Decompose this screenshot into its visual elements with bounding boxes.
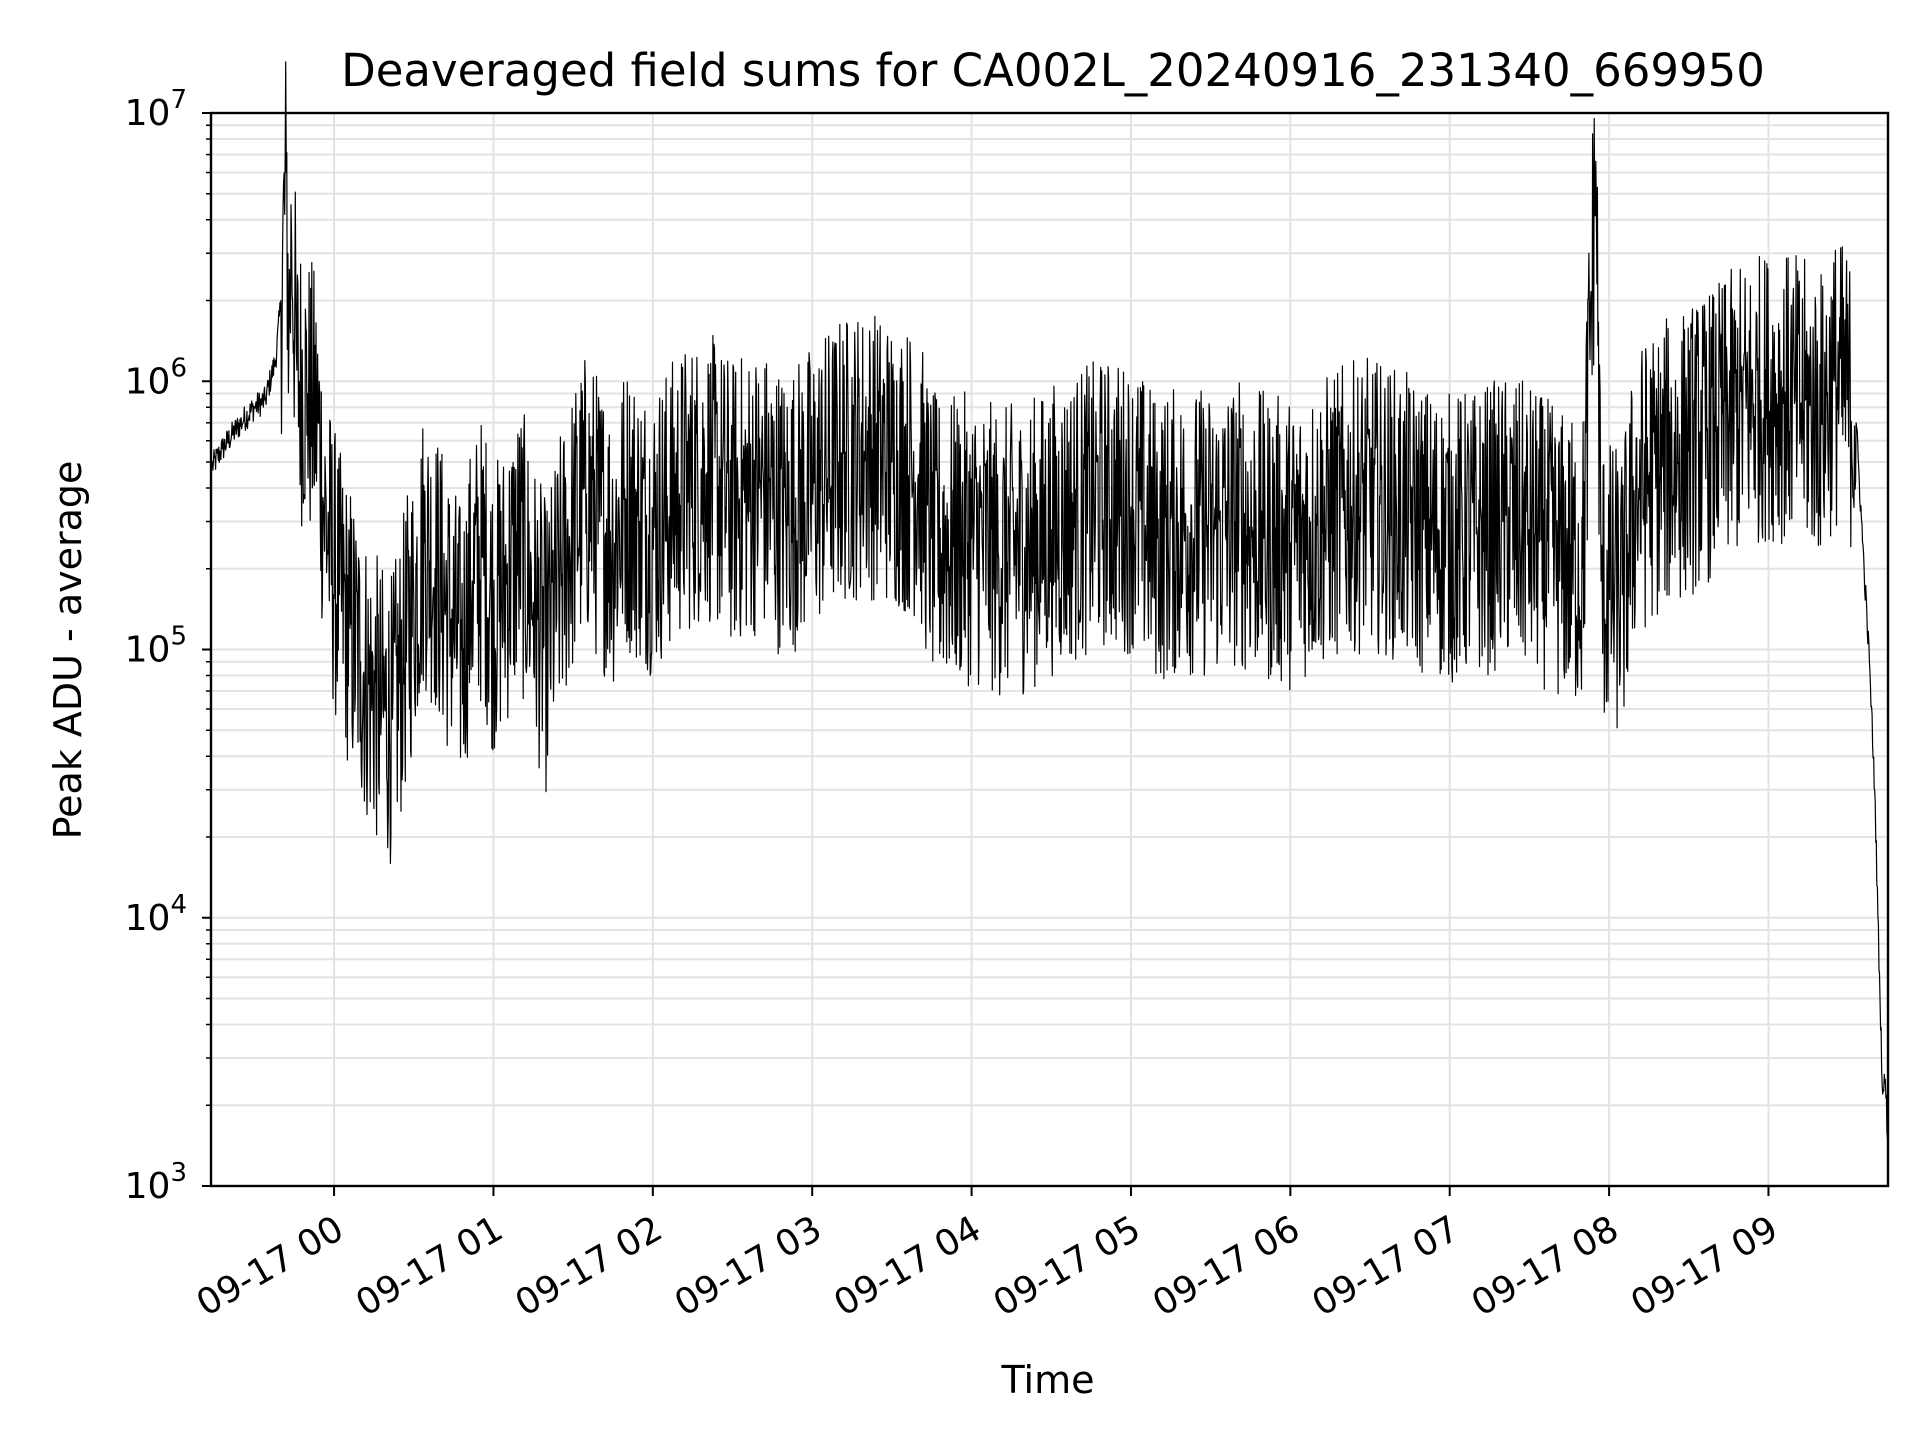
y-tick-label: 105 [125, 622, 187, 671]
y-axis-label: Peak ADU - average [46, 461, 90, 840]
y-tick-label: 103 [125, 1158, 187, 1207]
y-tick-label: 107 [125, 85, 187, 134]
chart-title: Deaveraged field sums for CA002L_2024091… [341, 44, 1765, 97]
y-tick-label: 104 [125, 890, 187, 939]
series-line [211, 61, 1889, 1147]
x-axis-label: Time [1001, 1358, 1095, 1402]
y-tick-label: 106 [125, 353, 187, 402]
plot-data [211, 61, 1889, 1147]
